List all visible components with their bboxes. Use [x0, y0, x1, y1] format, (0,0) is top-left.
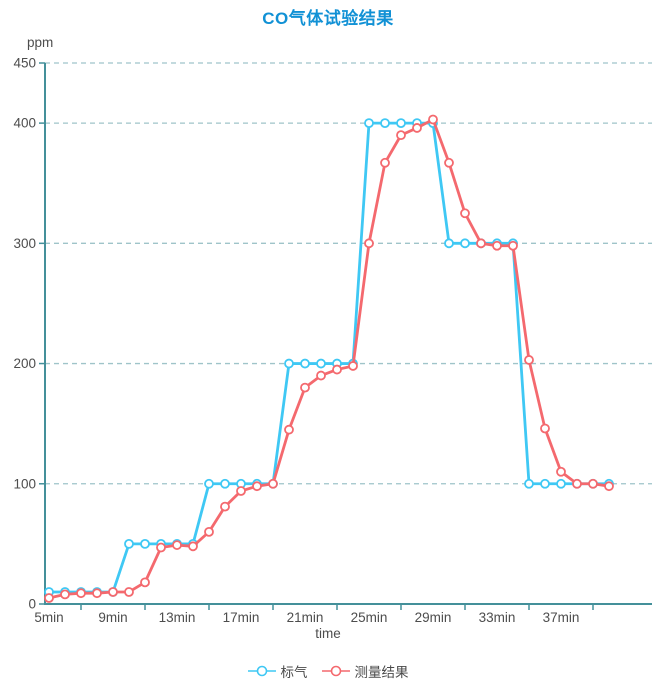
series-measured-point [236, 486, 246, 496]
co-gas-line-chart: 0 100 200 300 400 450 5min 9min 13min 17min 21min 2… [13, 56, 652, 625]
series-measured-point [412, 123, 422, 133]
series-standard-gas-point [220, 478, 230, 489]
series-measured-point [348, 361, 358, 371]
series-standard-gas-point [460, 238, 470, 249]
series-measured-point [396, 130, 406, 141]
x-tick-label-37min: 37min [543, 610, 580, 625]
series-standard-gas-point [524, 478, 534, 489]
series-measured-point [444, 157, 454, 168]
series-measured-point [332, 364, 342, 375]
y-tick-label-0: 0 [28, 597, 36, 612]
series-measured-point [556, 466, 566, 477]
series-standard-gas-point [300, 358, 310, 369]
x-tick-label-29min: 29min [415, 610, 452, 625]
legend-marker-standard-gas-icon [247, 665, 276, 677]
x-tick-label-5min: 5min [34, 610, 63, 625]
y-tick-label-400: 400 [13, 116, 36, 131]
series-measured-point [364, 238, 374, 249]
series-measured-point [380, 157, 390, 168]
legend-item-measured[interactable]: 测量结果 [321, 661, 409, 681]
series-measured-point [300, 382, 310, 393]
series-measured-point [124, 587, 134, 597]
x-axis-label: time [315, 626, 341, 641]
x-tick-label-33min: 33min [479, 610, 516, 625]
x-tick-label-13min: 13min [159, 610, 196, 625]
series-measured-point [44, 593, 54, 603]
series-standard-gas-point [284, 358, 294, 369]
series-measured-point [604, 481, 614, 492]
series-standard-gas-point [316, 358, 326, 369]
series-measured-point [60, 589, 70, 600]
series-measured-point [172, 540, 182, 550]
y-axis-unit-label: ppm [27, 35, 54, 50]
series-standard-gas-point [380, 118, 390, 129]
legend-label-measured: 测量结果 [354, 665, 409, 680]
chart-title: CO气体试验结果 [262, 9, 394, 28]
x-tick-label-21min: 21min [287, 610, 324, 625]
series-standard-gas-point [140, 538, 150, 549]
series-measured-point [572, 478, 582, 489]
series-standard-gas-point [364, 118, 374, 129]
series-measured-point [508, 240, 518, 251]
series-standard-gas-point [540, 478, 550, 489]
chart-legend: 标气 测量结果 [0, 661, 656, 681]
series-measured-point [316, 370, 326, 381]
series-standard-gas-point [124, 538, 134, 549]
series-standard-gas-point [396, 118, 406, 129]
series-measured-point [492, 240, 502, 251]
series-measured-point [220, 501, 230, 512]
y-tick-label-200: 200 [13, 356, 36, 371]
series-measured-point [188, 541, 198, 552]
series-measured-point [252, 481, 262, 492]
series-measured-point [524, 355, 534, 365]
legend-marker-measured-icon [321, 665, 350, 677]
series-measured-point [92, 588, 102, 599]
series-standard-gas-point [204, 478, 214, 489]
series-measured-point [588, 478, 598, 489]
series-measured-point [476, 238, 486, 249]
x-tick-label-17min: 17min [223, 610, 260, 625]
series-standard-gas-point [444, 238, 454, 249]
series-measured-point [108, 587, 118, 597]
series-measured-point [268, 478, 278, 489]
series-measured-point [460, 208, 470, 219]
series-measured-point [76, 588, 86, 599]
series-measured [44, 114, 614, 603]
series-measured-point [428, 114, 438, 125]
series-measured-point [284, 424, 294, 435]
series-standard-gas-point [556, 478, 566, 489]
x-tick-label-25min: 25min [351, 610, 388, 625]
legend-item-standard-gas[interactable]: 标气 [247, 661, 308, 681]
legend-label-standard-gas: 标气 [280, 665, 308, 680]
x-tick-label-9min: 9min [98, 610, 127, 625]
y-tick-label-100: 100 [13, 476, 36, 491]
y-tick-label-300: 300 [13, 236, 36, 251]
series-measured-point [140, 577, 150, 588]
series-measured-point [540, 423, 550, 434]
series-measured-point [156, 542, 166, 553]
y-tick-label-450: 450 [13, 56, 36, 71]
series-measured-point [204, 526, 214, 537]
